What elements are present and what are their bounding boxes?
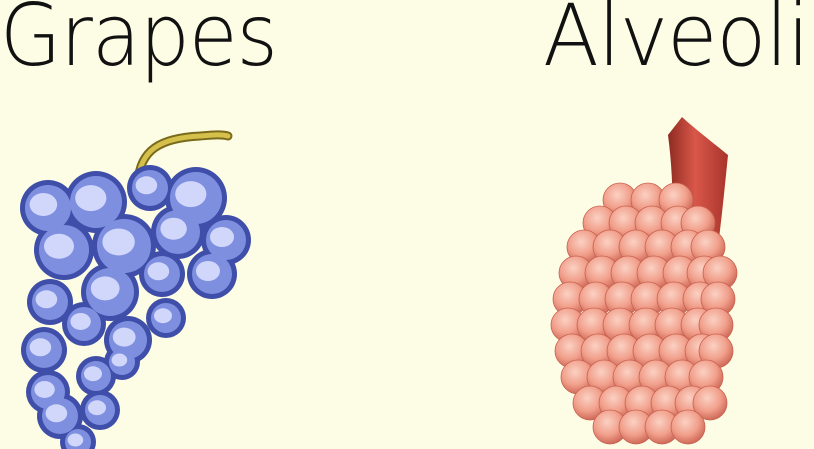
alveoli-cluster-icon — [550, 117, 738, 445]
alveoli-title: Alveoli — [543, 0, 810, 86]
grape-berry-highlight — [111, 353, 128, 367]
grape-berry-highlight — [90, 276, 120, 301]
grape-berry-highlight — [196, 261, 220, 281]
grape-berry-highlight — [84, 366, 102, 382]
grape-berry-highlight — [67, 433, 84, 447]
alveolus-sac — [692, 385, 728, 421]
grape-berry-highlight — [29, 338, 52, 357]
grape-berry-highlight — [70, 312, 91, 330]
grapes-title: Grapes — [0, 0, 278, 86]
grape-berry-highlight — [44, 233, 74, 259]
grape-berry-highlight — [35, 290, 58, 309]
grape-berry-highlight — [45, 404, 68, 423]
grape-berry-highlight — [160, 217, 187, 240]
grape-berry-highlight — [135, 176, 158, 195]
alveolus-sac — [670, 409, 706, 445]
grape-berry-highlight — [210, 227, 234, 247]
grape-berries — [20, 165, 251, 449]
grape-berry-highlight — [112, 327, 136, 347]
grape-berry-highlight — [175, 181, 207, 208]
grape-bunch-icon — [20, 130, 251, 449]
grape-berry-highlight — [75, 185, 107, 212]
grape-berry-highlight — [154, 308, 172, 324]
grape-berry-highlight — [102, 228, 135, 256]
alveoli-sacs — [550, 182, 738, 445]
grape-berry-highlight — [88, 400, 106, 416]
grape-berry-highlight — [34, 380, 55, 398]
grape-berry-highlight — [147, 262, 170, 281]
grape-stem — [133, 130, 233, 187]
grape-berry-highlight — [29, 193, 58, 217]
